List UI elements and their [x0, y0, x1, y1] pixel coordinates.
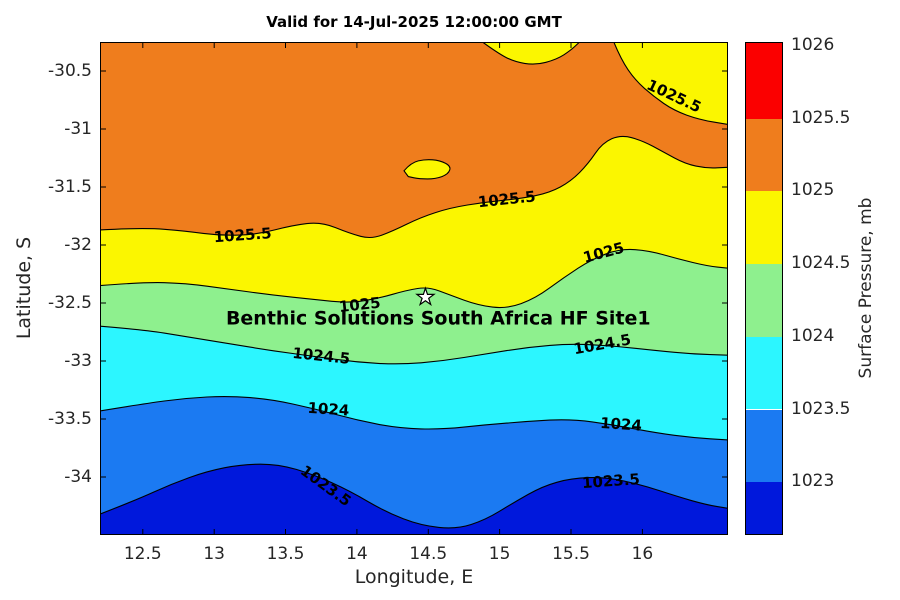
site-label: Benthic Solutions South Africa HF Site1	[226, 308, 651, 330]
contour-line-top-right-corner	[613, 41, 729, 125]
colorbar-segment	[746, 482, 782, 534]
region-top-right-corner	[613, 42, 728, 125]
colorbar-tick-label: 1023	[791, 471, 835, 492]
colorbar-segment	[746, 409, 782, 483]
colorbar-segment	[746, 43, 782, 119]
contour-label: 1025.5	[477, 187, 536, 211]
colorbar-tick-label: 1024.5	[791, 253, 851, 274]
colorbar-label: Surface Pressure, mb	[856, 197, 876, 379]
plot-frame	[100, 42, 728, 535]
y-tick-label: -30.5	[48, 61, 92, 81]
axes-frame	[100, 42, 728, 535]
contour-line-1025	[99, 248, 729, 309]
y-tick-label: -31.5	[48, 177, 92, 197]
region-top-edge-notch	[482, 42, 580, 65]
contour-line-1025.5	[99, 135, 729, 239]
contour-label: 1024.5	[292, 344, 351, 368]
contour-label: 1025	[338, 294, 381, 316]
colorbar-segment	[746, 336, 782, 410]
y-tick-label: -34	[64, 467, 92, 487]
colorbar-tick-label: 1024	[791, 325, 835, 346]
plot-title: Valid for 14-Jul-2025 12:00:00 GMT	[266, 13, 562, 31]
y-tick-label: -33	[64, 351, 92, 371]
colorbar-tick-label: 1025	[791, 180, 835, 201]
contour-bands	[100, 42, 728, 535]
contour-label: 1024	[307, 399, 350, 420]
y-tick-label: -31	[64, 119, 92, 139]
y-axis-label: Latitude, S	[13, 236, 35, 340]
colorbar-segment	[746, 191, 782, 264]
x-tick-label: 16	[631, 544, 654, 564]
contour-label: 1025.5	[213, 224, 272, 246]
contour-line-1024.5	[99, 325, 729, 365]
colorbar-tick-label: 1026	[791, 34, 835, 55]
colorbar	[745, 42, 783, 535]
colorbar-tick-label: 1025.5	[791, 107, 851, 128]
y-tick-label: -32	[64, 235, 92, 255]
x-tick-label: 13.5	[266, 544, 305, 564]
contour-line-1024	[99, 395, 729, 441]
x-tick-label: 13	[203, 544, 226, 564]
x-tick-label: 14	[346, 544, 368, 564]
contour-line-island	[403, 159, 451, 180]
contour-line-top-edge-notch	[482, 41, 580, 65]
x-tick-label: 12.5	[123, 544, 162, 564]
y-tick-label: -33.5	[48, 409, 92, 429]
colorbar-segment	[746, 118, 782, 192]
colorbar-segment	[746, 264, 782, 337]
contour-plot-area: 1025.5 1025.5 1025.5 1025 1025 1024.5 1024.5 10…	[99, 41, 729, 535]
x-tick-label: 15	[488, 544, 511, 564]
x-axis-label: Longitude, E	[354, 566, 474, 588]
contour-lines	[99, 41, 729, 529]
y-tick-label: -32.5	[48, 293, 92, 313]
contour-label: 1023.5	[581, 470, 640, 492]
contour-label: 1024	[600, 414, 643, 435]
x-tick-label: 15.5	[552, 544, 590, 564]
band-above-1025.5	[100, 42, 728, 238]
contour-line-1023.5	[99, 463, 729, 529]
colorbar-tick-label: 1023.5	[791, 398, 851, 419]
site-star-marker	[415, 286, 436, 307]
x-tick-label: 14.5	[409, 544, 448, 564]
region-island	[404, 159, 450, 179]
